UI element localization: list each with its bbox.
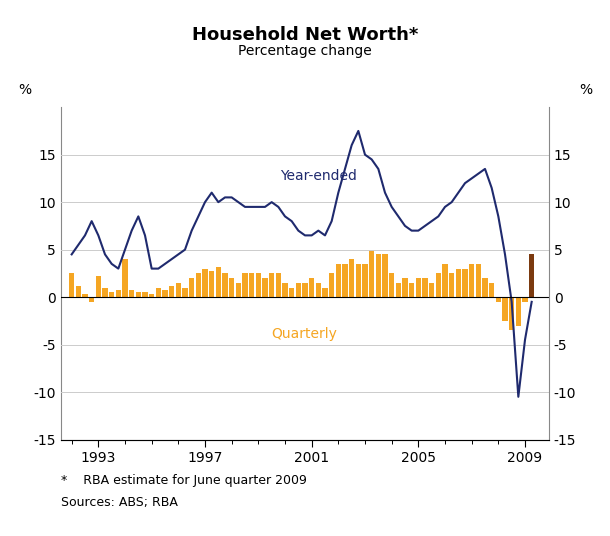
- Bar: [122, 259, 128, 297]
- Bar: [429, 283, 434, 297]
- Bar: [349, 259, 354, 297]
- Bar: [409, 283, 414, 297]
- Bar: [282, 283, 288, 297]
- Bar: [356, 264, 361, 297]
- Bar: [129, 289, 134, 297]
- Bar: [302, 283, 308, 297]
- Bar: [529, 255, 534, 297]
- Bar: [376, 255, 381, 297]
- Bar: [156, 288, 161, 297]
- Bar: [229, 278, 234, 297]
- Bar: [389, 273, 395, 297]
- Bar: [342, 264, 348, 297]
- Bar: [515, 297, 521, 325]
- Bar: [169, 286, 174, 297]
- Bar: [196, 273, 201, 297]
- Bar: [336, 264, 341, 297]
- Bar: [476, 264, 481, 297]
- Bar: [242, 273, 248, 297]
- Text: %: %: [579, 83, 592, 97]
- Bar: [276, 273, 281, 297]
- Bar: [402, 278, 408, 297]
- Bar: [289, 288, 295, 297]
- Bar: [422, 278, 428, 297]
- Bar: [315, 283, 321, 297]
- Bar: [482, 278, 488, 297]
- Bar: [295, 283, 301, 297]
- Text: Year-ended: Year-ended: [279, 169, 356, 183]
- Bar: [522, 297, 528, 302]
- Bar: [209, 271, 215, 297]
- Bar: [215, 267, 221, 297]
- Bar: [469, 264, 475, 297]
- Bar: [235, 283, 241, 297]
- Bar: [76, 286, 81, 297]
- Text: %: %: [18, 83, 31, 97]
- Bar: [436, 273, 441, 297]
- Bar: [189, 278, 195, 297]
- Bar: [249, 273, 254, 297]
- Bar: [69, 273, 74, 297]
- Bar: [449, 273, 454, 297]
- Bar: [82, 294, 88, 297]
- Bar: [489, 283, 495, 297]
- Bar: [269, 273, 274, 297]
- Bar: [495, 297, 501, 302]
- Bar: [115, 289, 121, 297]
- Bar: [176, 283, 181, 297]
- Bar: [415, 278, 421, 297]
- Bar: [256, 273, 261, 297]
- Bar: [96, 276, 101, 297]
- Bar: [109, 292, 115, 297]
- Bar: [102, 288, 108, 297]
- Bar: [142, 292, 148, 297]
- Bar: [502, 297, 508, 321]
- Bar: [329, 273, 334, 297]
- Bar: [202, 269, 208, 297]
- Text: Percentage change: Percentage change: [238, 44, 372, 58]
- Bar: [369, 250, 375, 297]
- Text: Sources: ABS; RBA: Sources: ABS; RBA: [61, 496, 178, 509]
- Bar: [149, 294, 154, 297]
- Bar: [456, 269, 461, 297]
- Bar: [362, 264, 368, 297]
- Bar: [309, 278, 315, 297]
- Bar: [89, 297, 95, 302]
- Bar: [395, 283, 401, 297]
- Bar: [135, 292, 141, 297]
- Bar: [462, 269, 468, 297]
- Bar: [222, 273, 228, 297]
- Bar: [162, 289, 168, 297]
- Text: *    RBA estimate for June quarter 2009: * RBA estimate for June quarter 2009: [61, 474, 307, 487]
- Bar: [382, 255, 388, 297]
- Bar: [509, 297, 514, 330]
- Bar: [322, 288, 328, 297]
- Text: Quarterly: Quarterly: [271, 327, 337, 341]
- Text: Household Net Worth*: Household Net Worth*: [192, 26, 418, 44]
- Bar: [442, 264, 448, 297]
- Bar: [182, 288, 188, 297]
- Bar: [262, 278, 268, 297]
